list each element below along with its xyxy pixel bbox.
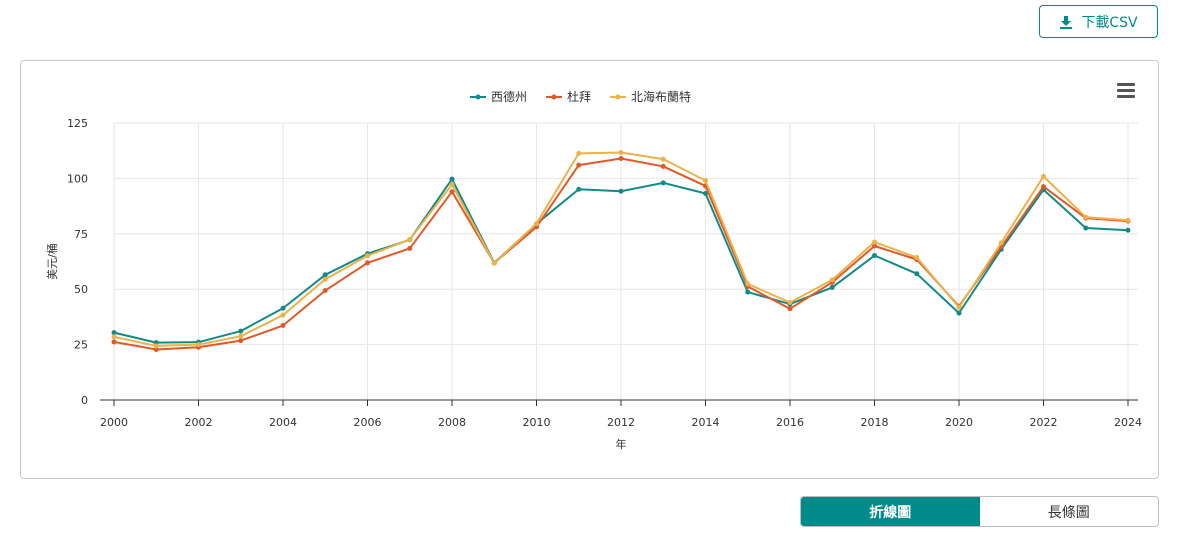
data-point <box>1125 217 1131 223</box>
y-tick-label: 125 <box>67 117 88 130</box>
data-point <box>196 342 201 348</box>
x-tick-label: 2022 <box>1030 416 1058 429</box>
x-tick-label: 2018 <box>861 416 889 429</box>
data-point <box>1083 214 1089 220</box>
data-point <box>322 288 328 294</box>
data-point <box>787 306 793 312</box>
download-icon <box>1060 15 1073 29</box>
data-point <box>745 281 751 287</box>
data-point <box>1125 227 1131 233</box>
data-point <box>618 155 624 161</box>
data-point <box>660 156 666 162</box>
data-point <box>576 186 582 192</box>
data-point <box>829 277 835 283</box>
data-point <box>914 271 920 277</box>
data-point <box>365 260 370 266</box>
legend-swatch-marker <box>475 94 481 100</box>
download-csv-label: 下載CSV <box>1081 14 1138 31</box>
download-csv-button[interactable]: 下載CSV <box>1039 5 1158 38</box>
legend-label: 杜拜 <box>567 89 591 104</box>
data-point <box>407 237 413 243</box>
data-point <box>703 178 708 184</box>
data-point <box>238 338 244 344</box>
data-point <box>872 239 877 245</box>
data-point <box>1083 225 1089 231</box>
x-tick-label: 2000 <box>100 416 128 429</box>
data-point <box>534 221 539 227</box>
data-point <box>111 339 117 345</box>
chart-card <box>20 60 1159 479</box>
x-tick-label: 2016 <box>776 416 804 429</box>
data-point <box>787 299 793 305</box>
legend-swatch-marker <box>615 94 621 100</box>
data-point <box>703 190 708 196</box>
legend-swatch-marker <box>551 94 557 100</box>
x-tick-label: 2002 <box>185 416 213 429</box>
data-point <box>280 323 286 329</box>
bar-chart-tab[interactable]: 長條圖 <box>1047 504 1090 521</box>
legend-label: 北海布蘭特 <box>631 89 691 104</box>
x-tick-label: 2012 <box>607 416 635 429</box>
data-point <box>660 163 666 169</box>
data-point <box>238 328 244 334</box>
data-point <box>660 180 666 186</box>
legend-label: 西德州 <box>491 89 527 104</box>
x-tick-label: 2006 <box>354 416 382 429</box>
y-tick-label: 25 <box>74 339 88 352</box>
data-point <box>280 305 286 311</box>
data-point <box>872 243 877 249</box>
data-point <box>576 162 582 168</box>
data-point <box>576 150 582 156</box>
data-point <box>829 284 835 290</box>
data-point <box>618 149 624 155</box>
data-point <box>956 304 962 310</box>
y-tick-label: 75 <box>74 228 88 241</box>
x-tick-label: 2020 <box>945 416 973 429</box>
data-point <box>111 334 117 340</box>
data-point <box>322 272 328 278</box>
x-tick-label: 2014 <box>692 416 720 429</box>
data-point <box>238 333 244 339</box>
y-axis-title: 美元/桶 <box>45 243 59 280</box>
chart-type-toggle: 折線圖 長條圖 <box>800 496 1159 527</box>
data-point <box>1041 184 1046 190</box>
x-tick-label: 2004 <box>269 416 297 429</box>
data-point <box>618 188 624 194</box>
x-tick-label: 2008 <box>438 416 466 429</box>
data-point <box>745 289 751 295</box>
y-tick-label: 50 <box>74 283 88 296</box>
data-point <box>111 330 117 336</box>
line-chart-tab[interactable]: 折線圖 <box>801 497 980 526</box>
data-point <box>153 346 159 352</box>
x-tick-label: 2010 <box>523 416 551 429</box>
data-point <box>872 253 877 259</box>
chart-menu-icon[interactable] <box>1117 83 1135 99</box>
data-point <box>153 343 159 349</box>
y-tick-label: 0 <box>81 394 88 407</box>
data-point <box>407 245 413 251</box>
data-point <box>280 312 286 318</box>
x-axis-title: 年 <box>616 437 627 451</box>
data-point <box>491 260 497 266</box>
y-tick-label: 100 <box>67 172 88 185</box>
data-point <box>914 255 920 261</box>
data-point <box>998 240 1004 246</box>
data-point <box>365 253 370 259</box>
data-point <box>449 189 455 195</box>
data-point <box>956 310 962 316</box>
data-point <box>322 276 328 282</box>
data-point <box>449 176 455 182</box>
x-tick-label: 2024 <box>1114 416 1142 429</box>
data-point <box>449 181 455 187</box>
data-point <box>1041 173 1046 179</box>
